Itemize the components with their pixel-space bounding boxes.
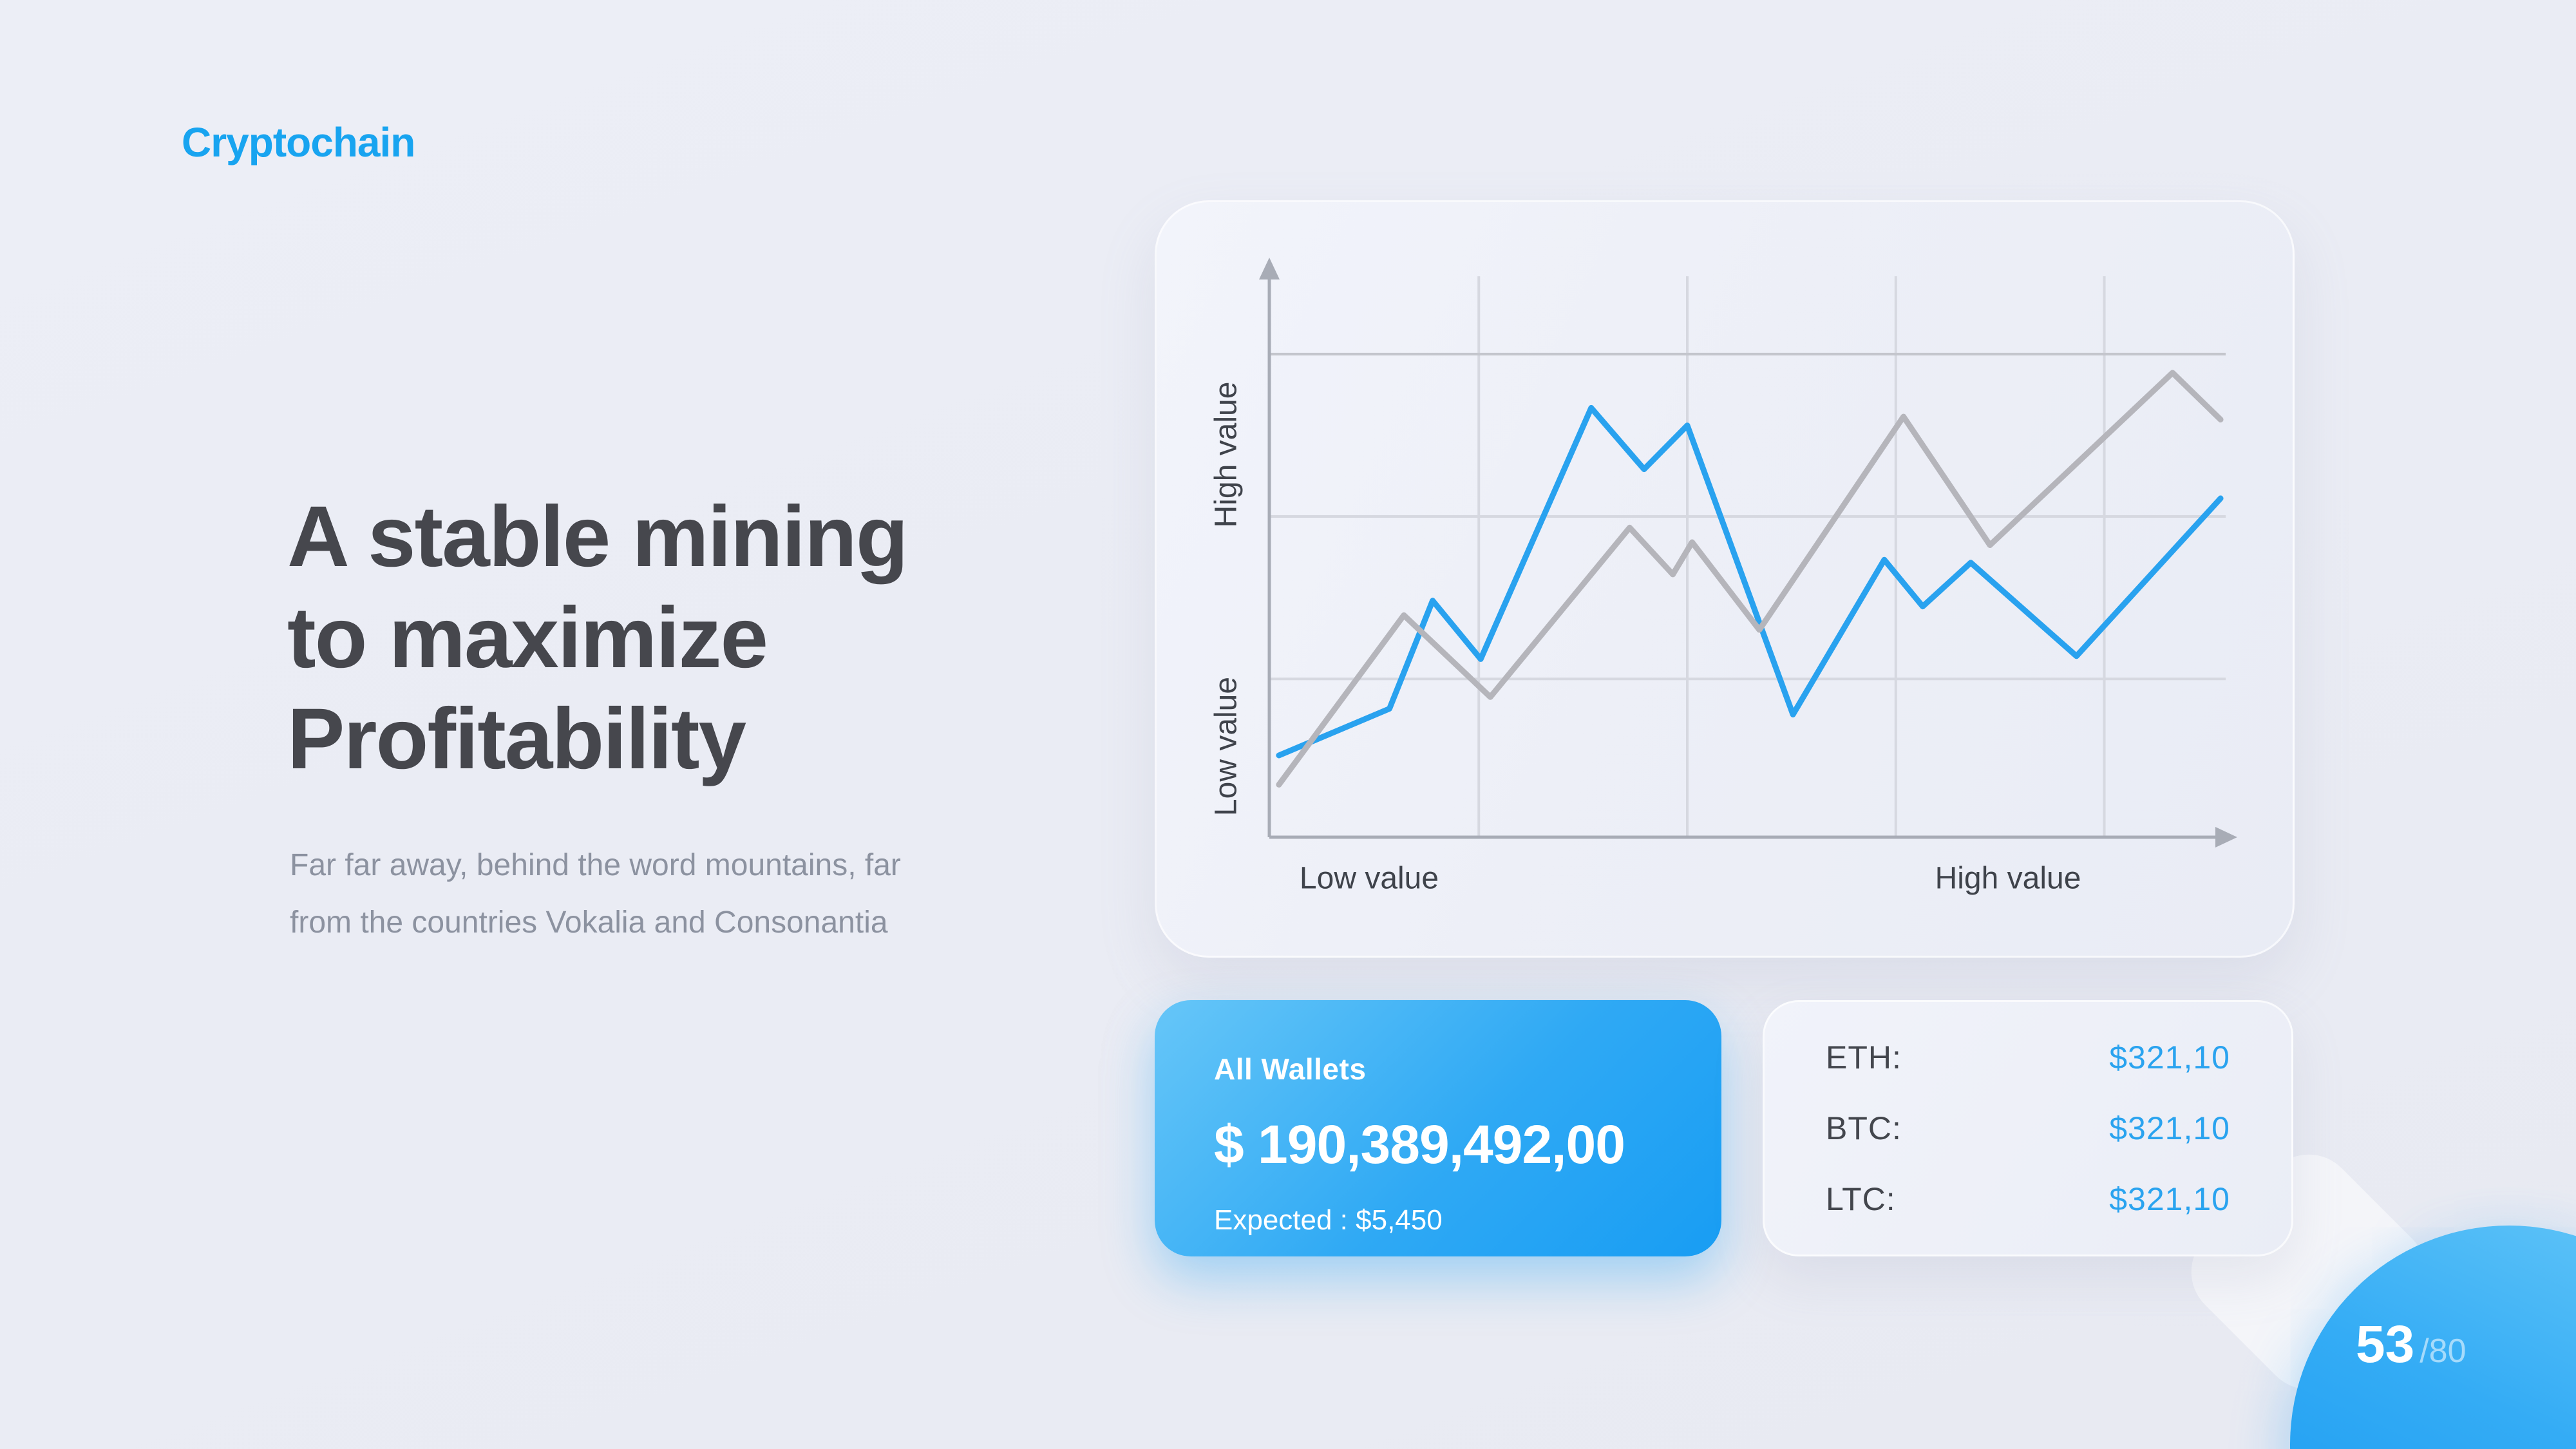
slide-title: A stable mining to maximize Profitabilit… bbox=[287, 487, 909, 790]
ticker-label-eth: ETH: bbox=[1826, 1039, 1902, 1075]
slide-subtitle: Far far away, behind the word mountains,… bbox=[290, 837, 901, 952]
slide-title-line-1: A stable mining bbox=[287, 489, 909, 585]
page-number-current: 53 bbox=[2356, 1315, 2415, 1374]
all-wallets-card: All Wallets $ 190,389,492,00 Expected : … bbox=[1155, 1000, 1721, 1256]
page-number: 53 /80 bbox=[2356, 1314, 2467, 1375]
slide-title-line-3: Profitability bbox=[287, 690, 746, 787]
ticker-label-ltc: LTC: bbox=[1826, 1181, 1896, 1217]
slide-title-line-2: to maximize bbox=[287, 589, 768, 686]
ticker-value-btc: $321,10 bbox=[2109, 1110, 2230, 1146]
wallet-card-title: All Wallets bbox=[1214, 1052, 1367, 1086]
brand-logo: Cryptochain bbox=[182, 119, 415, 166]
ticker-row-btc: BTC: $321,10 bbox=[1826, 1110, 2230, 1147]
x-axis-label-low: Low value bbox=[1299, 861, 1439, 896]
line-chart bbox=[1259, 258, 2237, 848]
wallet-expected-amount: Expected : $5,450 bbox=[1214, 1204, 1443, 1236]
page-number-total: /80 bbox=[2420, 1332, 2467, 1370]
coin-prices-card: ETH: $321,10 BTC: $321,10 LTC: $321,10 bbox=[1763, 1000, 2293, 1256]
ticker-label-btc: BTC: bbox=[1826, 1110, 1902, 1146]
slide-subtitle-line-2: from the countries Vokalia and Consonant… bbox=[290, 905, 888, 940]
slide-subtitle-line-1: Far far away, behind the word mountains,… bbox=[290, 848, 901, 882]
y-axis-label-high: High value bbox=[1209, 381, 1244, 528]
x-axis-label-high: High value bbox=[1935, 861, 2081, 896]
chart-card: High value Low value Low value High valu… bbox=[1155, 200, 2295, 958]
ticker-value-ltc: $321,10 bbox=[2109, 1181, 2230, 1217]
y-axis-label-low: Low value bbox=[1209, 676, 1244, 817]
ticker-row-ltc: LTC: $321,10 bbox=[1826, 1180, 2230, 1218]
ticker-row-eth: ETH: $321,10 bbox=[1826, 1039, 2230, 1076]
ticker-value-eth: $321,10 bbox=[2109, 1039, 2230, 1075]
wallet-total-amount: $ 190,389,492,00 bbox=[1214, 1114, 1625, 1175]
